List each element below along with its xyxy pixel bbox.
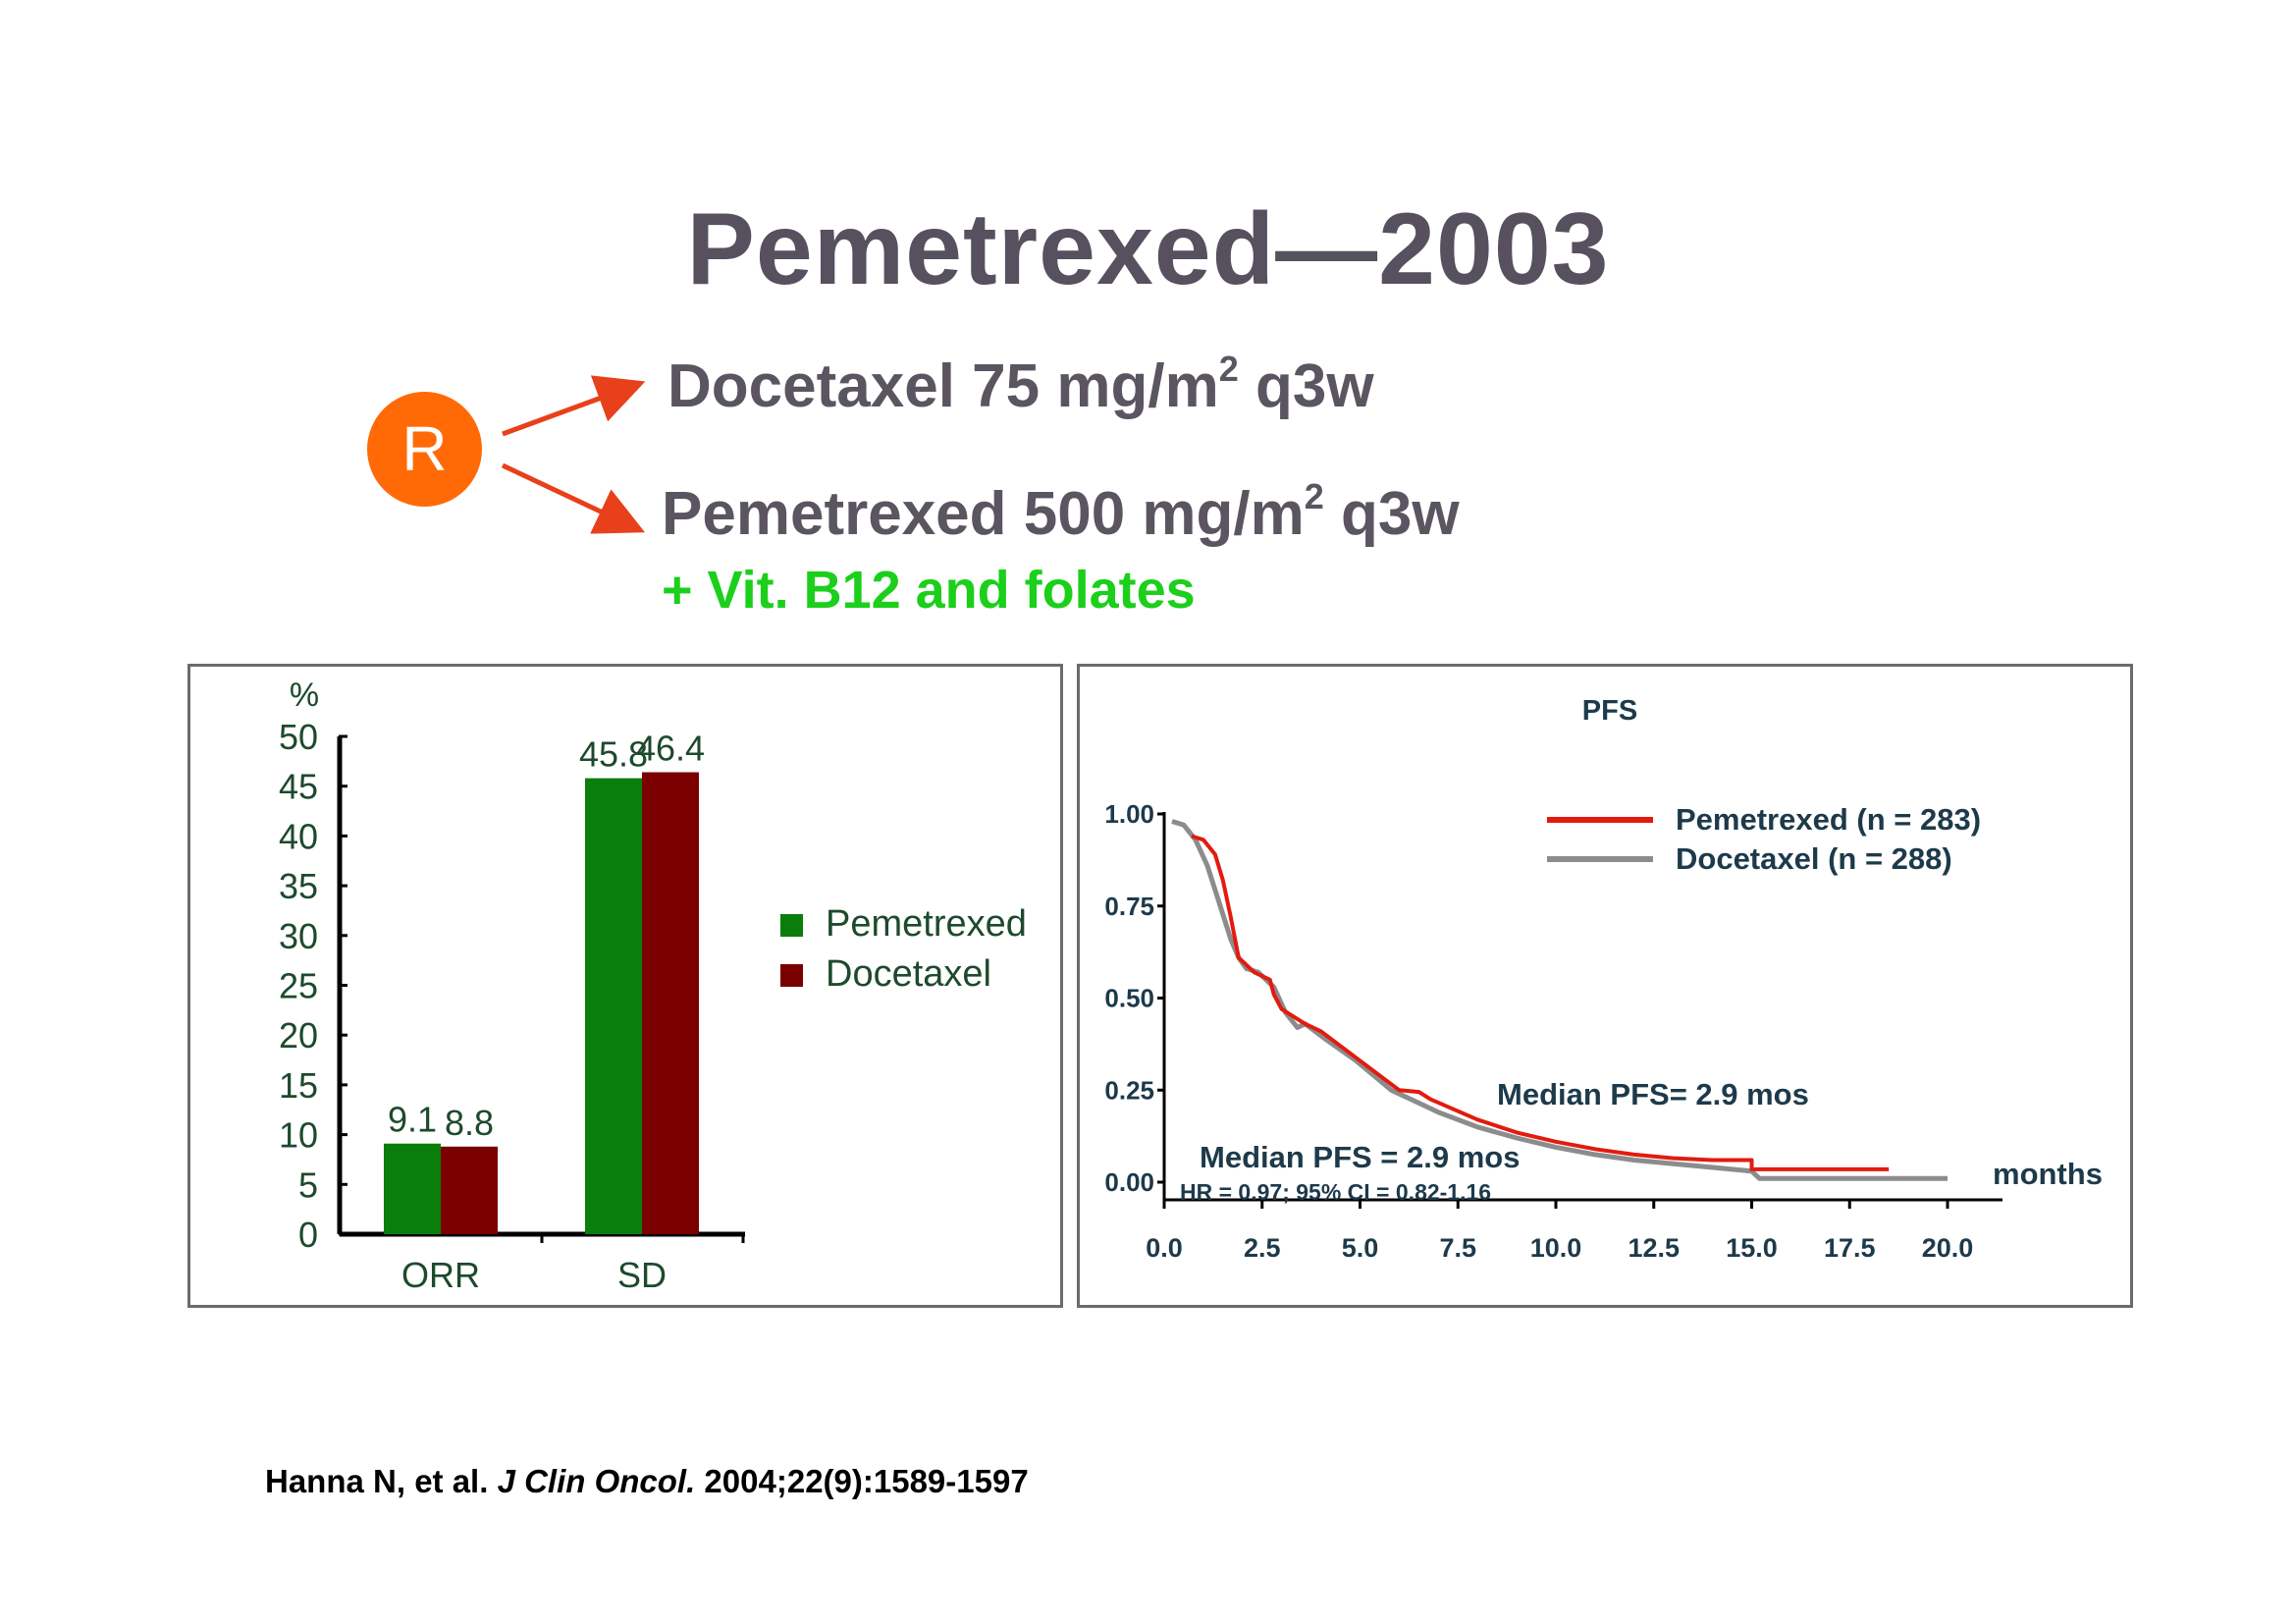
y-tick-label: 0.50 bbox=[1104, 984, 1154, 1013]
arm-docetaxel: Docetaxel 75 mg/m2 q3w bbox=[667, 349, 1374, 421]
y-tick-label: 40 bbox=[279, 816, 318, 856]
legend-label-pemetrexed: Pemetrexed (n = 283) bbox=[1676, 802, 1981, 837]
annotation-median-docetaxel: Median PFS = 2.9 mos bbox=[1200, 1140, 1520, 1174]
x-category-label: SD bbox=[617, 1255, 667, 1295]
arrow-to-docetaxel bbox=[502, 375, 646, 437]
curve-docetaxel bbox=[1171, 819, 1948, 1181]
bar-pemetrexed-sd bbox=[585, 778, 642, 1234]
curve-pemetrexed bbox=[1191, 834, 1890, 1171]
legend-label-docetaxel: Docetaxel (n = 288) bbox=[1676, 841, 1952, 876]
x-tick-label: 7.5 bbox=[1439, 1233, 1476, 1263]
x-tick-label: 10.0 bbox=[1530, 1233, 1582, 1263]
y-tick-label: 25 bbox=[279, 966, 318, 1006]
y-tick-label: 30 bbox=[279, 916, 318, 956]
y-tick-label: 15 bbox=[279, 1065, 318, 1106]
bar-pemetrexed-orr bbox=[384, 1143, 441, 1234]
arm-pemetrexed: Pemetrexed 500 mg/m2 q3w bbox=[662, 476, 1460, 549]
bar-value-label: 46.4 bbox=[636, 729, 705, 769]
bar-chart-panel: % 0 5 10 15 20 25 30 35 40 45 50 ORR 9.1 8.8 SD 45.8 46.4… bbox=[187, 664, 1063, 1308]
pfs-chart-panel: PFS 0.00 0.25 0.50 0.75 1.00 0.0 2.5 5.0 7.5 10.0 1… bbox=[1077, 664, 2133, 1308]
legend-label-pemetrexed: Pemetrexed bbox=[826, 903, 1027, 945]
x-tick-label: 12.5 bbox=[1628, 1233, 1680, 1263]
legend-label-docetaxel: Docetaxel bbox=[826, 953, 991, 995]
x-tick-label: 17.5 bbox=[1824, 1233, 1876, 1263]
randomization-arrows bbox=[501, 375, 646, 534]
annotation-median-pemetrexed: Median PFS= 2.9 mos bbox=[1497, 1077, 1809, 1111]
bar-value-label: 9.1 bbox=[388, 1100, 437, 1140]
bar-value-label: 45.8 bbox=[579, 734, 648, 775]
legend-swatch-pemetrexed bbox=[780, 914, 803, 937]
annotation-hazard-ratio: HR = 0.97; 95% CI = 0.82-1.16 bbox=[1180, 1179, 1491, 1205]
pfs-chart: PFS 0.00 0.25 0.50 0.75 1.00 0.0 2.5 5.0 7.5 10.0 1… bbox=[1104, 695, 2103, 1263]
bar-chart: % 0 5 10 15 20 25 30 35 40 45 50 ORR 9.1 8.8 SD 45.846.4… bbox=[279, 677, 1027, 1295]
arm-pemetrexed-note: + Vit. B12 and folates bbox=[662, 561, 1196, 620]
x-tick-label: 2.5 bbox=[1244, 1233, 1281, 1263]
pfs-title: PFS bbox=[1582, 695, 1637, 727]
y-tick-label: 1.00 bbox=[1104, 799, 1154, 829]
y-tick-label: 20 bbox=[279, 1015, 318, 1056]
y-tick-label: 0.75 bbox=[1104, 892, 1154, 921]
x-tick-label: 0.0 bbox=[1146, 1233, 1183, 1263]
x-tick-label: 20.0 bbox=[1922, 1233, 1974, 1263]
x-tick-label: 5.0 bbox=[1342, 1233, 1379, 1263]
x-category-label: ORR bbox=[401, 1255, 480, 1295]
y-tick-label: 35 bbox=[279, 866, 318, 906]
x-tick-label: 15.0 bbox=[1726, 1233, 1778, 1263]
randomization-badge: R bbox=[367, 392, 482, 507]
arrow-to-pemetrexed bbox=[501, 462, 646, 534]
y-tick-label: 5 bbox=[298, 1164, 318, 1205]
bar-docetaxel-orr bbox=[441, 1146, 498, 1234]
slide-title: Pemetrexed—2003 bbox=[686, 192, 1610, 306]
bar-value-label: 8.8 bbox=[445, 1103, 494, 1143]
y-tick-label: 50 bbox=[279, 717, 318, 757]
citation: Hanna N, et al. J Clin Oncol. 2004;22(9)… bbox=[265, 1463, 1029, 1499]
y-tick-label: 0.00 bbox=[1104, 1167, 1154, 1197]
bar-docetaxel-sd bbox=[642, 772, 699, 1234]
y-tick-label: 10 bbox=[279, 1115, 318, 1156]
x-axis-label: months bbox=[1993, 1157, 2103, 1191]
y-tick-label: 0 bbox=[298, 1215, 318, 1255]
y-tick-label: 0.25 bbox=[1104, 1075, 1154, 1105]
legend-swatch-docetaxel bbox=[780, 964, 803, 987]
y-axis-label: % bbox=[290, 677, 319, 714]
y-tick-label: 45 bbox=[279, 767, 318, 807]
